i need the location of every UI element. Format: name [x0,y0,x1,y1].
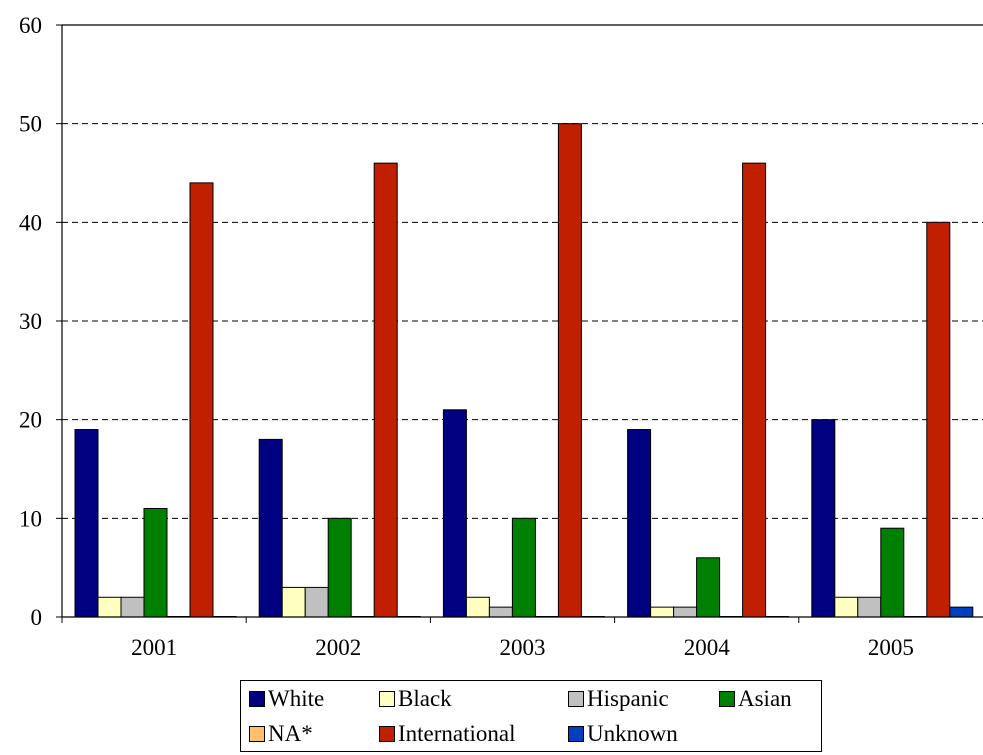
x-tick-labels: 2001 2002 2003 2004 2005 [131,635,914,660]
x-tick-label: 2005 [868,635,914,660]
bar-white-2004 [627,429,652,618]
legend-swatch-black [379,691,395,707]
y-tick-label: 40 [19,210,42,235]
y-tick-label: 30 [19,309,42,334]
legend-swatch-international [379,726,395,742]
bar-international-2001 [189,182,214,618]
legend-label-white: White [268,686,325,711]
x-tick-label: 2003 [500,635,546,660]
bar-white-2001 [74,429,99,618]
bar-asian-2001 [143,507,168,618]
bars [74,123,974,618]
bar-asian-2003 [511,517,536,618]
legend: White Black Hispanic Asian NA* Internati… [240,680,822,752]
bar-hispanic-2005 [857,596,882,618]
legend-label-asian: Asian [738,686,792,711]
bar-white-2005 [811,419,836,618]
bar-hispanic-2003 [488,606,513,618]
legend-item-hispanic: Hispanic [568,686,669,712]
bar-international-2004 [742,162,767,618]
legend-swatch-asian [719,691,735,707]
bar-unknown-2005 [949,606,974,618]
legend-item-na: NA* [249,721,313,747]
x-tick-label: 2002 [315,635,361,660]
y-tick-label: 60 [19,13,42,38]
bar-black-2001 [97,596,122,618]
bar-international-2002 [373,162,398,618]
bar-international-2003 [557,123,582,618]
bar-white-2002 [258,438,283,618]
axes [56,24,983,623]
bar-international-2005 [926,221,951,618]
bar-hispanic-2001 [120,596,145,618]
bar-black-2004 [650,606,675,618]
bar-asian-2004 [696,557,721,618]
bar-hispanic-2002 [304,586,329,618]
legend-label-international: International [398,721,516,746]
legend-swatch-na [249,726,265,742]
x-tick-label: 2004 [684,635,731,660]
y-tick-labels: 0 10 20 30 40 50 60 [19,13,42,630]
bar-white-2003 [442,409,467,618]
bar-asian-2005 [880,527,905,618]
legend-label-hispanic: Hispanic [587,686,669,711]
y-tick-label: 10 [19,506,42,531]
legend-item-international: International [379,721,516,747]
bar-black-2005 [834,596,859,618]
legend-swatch-hispanic [568,691,584,707]
bar-hispanic-2004 [673,606,698,618]
bar-black-2002 [281,586,306,618]
legend-item-asian: Asian [719,686,792,712]
legend-label-na: NA* [268,721,313,746]
y-tick-label: 50 [19,112,42,137]
legend-item-white: White [249,686,324,712]
legend-swatch-unknown [568,726,584,742]
y-tick-label: 20 [19,408,42,433]
legend-item-black: Black [379,686,452,712]
legend-label-black: Black [398,686,452,711]
y-tick-label: 0 [31,605,43,630]
bar-asian-2002 [327,517,352,618]
x-tick-label: 2001 [131,635,177,660]
legend-label-unknown: Unknown [587,721,678,746]
legend-item-unknown: Unknown [568,721,678,747]
legend-swatch-white [249,691,265,707]
bar-black-2003 [465,596,490,618]
